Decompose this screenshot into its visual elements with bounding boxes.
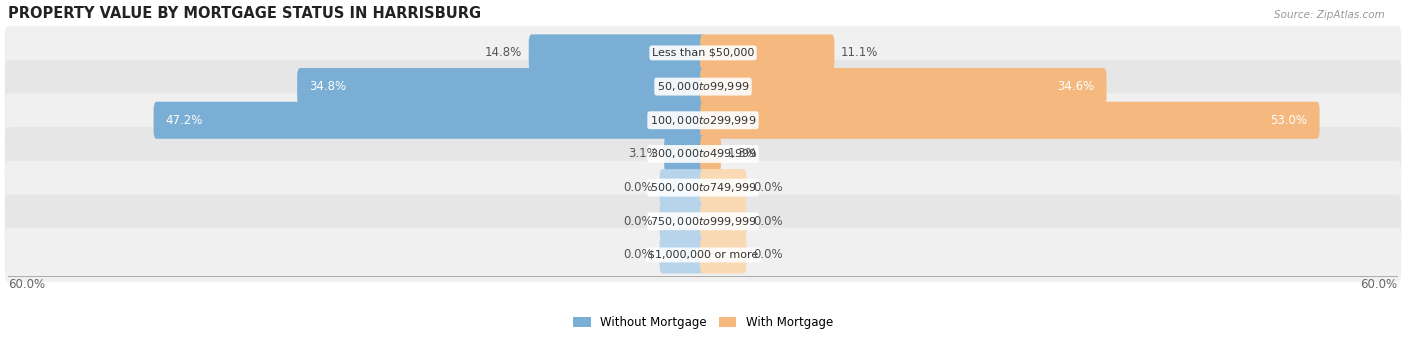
FancyBboxPatch shape: [700, 68, 1107, 105]
Text: 1.3%: 1.3%: [727, 147, 756, 160]
Text: 34.8%: 34.8%: [309, 80, 346, 93]
FancyBboxPatch shape: [700, 203, 747, 240]
FancyBboxPatch shape: [664, 135, 706, 173]
FancyBboxPatch shape: [4, 26, 1402, 80]
FancyBboxPatch shape: [529, 34, 706, 71]
Text: 3.1%: 3.1%: [628, 147, 658, 160]
FancyBboxPatch shape: [4, 93, 1402, 147]
FancyBboxPatch shape: [700, 102, 1320, 139]
FancyBboxPatch shape: [659, 203, 706, 240]
FancyBboxPatch shape: [700, 236, 747, 273]
FancyBboxPatch shape: [153, 102, 706, 139]
Text: 0.0%: 0.0%: [624, 181, 654, 194]
Text: 14.8%: 14.8%: [485, 46, 523, 59]
Text: 0.0%: 0.0%: [624, 215, 654, 228]
Text: $750,000 to $999,999: $750,000 to $999,999: [650, 215, 756, 228]
Text: 47.2%: 47.2%: [166, 114, 202, 127]
FancyBboxPatch shape: [297, 68, 706, 105]
Text: 0.0%: 0.0%: [624, 249, 654, 262]
Text: 53.0%: 53.0%: [1271, 114, 1308, 127]
FancyBboxPatch shape: [700, 135, 721, 173]
Text: 60.0%: 60.0%: [1361, 278, 1398, 291]
Text: 60.0%: 60.0%: [8, 278, 45, 291]
Text: $50,000 to $99,999: $50,000 to $99,999: [657, 80, 749, 93]
FancyBboxPatch shape: [700, 169, 747, 206]
FancyBboxPatch shape: [4, 161, 1402, 214]
FancyBboxPatch shape: [4, 60, 1402, 114]
Text: $100,000 to $299,999: $100,000 to $299,999: [650, 114, 756, 127]
Text: $500,000 to $749,999: $500,000 to $749,999: [650, 181, 756, 194]
Text: Less than $50,000: Less than $50,000: [652, 48, 754, 58]
Text: 0.0%: 0.0%: [752, 181, 782, 194]
FancyBboxPatch shape: [659, 236, 706, 273]
Legend: Without Mortgage, With Mortgage: Without Mortgage, With Mortgage: [568, 311, 838, 334]
FancyBboxPatch shape: [659, 169, 706, 206]
Text: Source: ZipAtlas.com: Source: ZipAtlas.com: [1274, 10, 1385, 20]
Text: 0.0%: 0.0%: [752, 249, 782, 262]
FancyBboxPatch shape: [700, 34, 834, 71]
Text: 11.1%: 11.1%: [841, 46, 879, 59]
Text: 34.6%: 34.6%: [1057, 80, 1094, 93]
Text: 0.0%: 0.0%: [752, 215, 782, 228]
FancyBboxPatch shape: [4, 194, 1402, 248]
FancyBboxPatch shape: [4, 228, 1402, 282]
Text: $300,000 to $499,999: $300,000 to $499,999: [650, 147, 756, 160]
Text: $1,000,000 or more: $1,000,000 or more: [648, 250, 758, 260]
FancyBboxPatch shape: [4, 127, 1402, 181]
Text: PROPERTY VALUE BY MORTGAGE STATUS IN HARRISBURG: PROPERTY VALUE BY MORTGAGE STATUS IN HAR…: [8, 5, 481, 20]
